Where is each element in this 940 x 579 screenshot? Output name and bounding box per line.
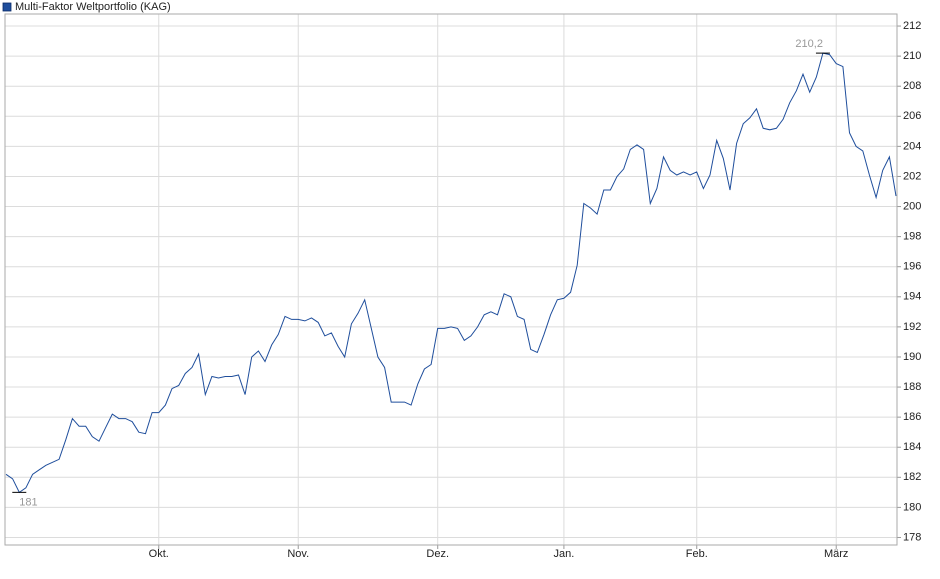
value-label: 210,2	[795, 38, 823, 50]
y-tick-label: 202	[903, 170, 921, 182]
y-tick-label: 198	[903, 231, 921, 243]
series-line	[5, 52, 897, 494]
y-tick-label: 212	[903, 20, 921, 32]
plot-border	[4, 13, 898, 546]
y-tick-label: 192	[903, 321, 921, 333]
x-tick-label: Jan.	[554, 548, 575, 560]
y-tick-label: 180	[903, 501, 921, 513]
y-tick-label: 206	[903, 110, 921, 122]
y-tick-label: 182	[903, 471, 921, 483]
y-tick-label: 204	[903, 140, 921, 152]
y-tick-label: 196	[903, 261, 921, 273]
x-tick-label: Feb.	[686, 548, 708, 560]
value-label: 181	[19, 496, 37, 508]
y-tick-label: 178	[903, 531, 921, 543]
y-tick-label: 194	[903, 291, 921, 303]
y-tick-label: 208	[903, 80, 921, 92]
y-tick-label: 210	[903, 50, 921, 62]
y-tick-label: 200	[903, 200, 921, 212]
x-tick-label: Nov.	[287, 548, 309, 560]
y-tick-label: 188	[903, 381, 921, 393]
x-tick-label: Okt.	[149, 548, 169, 560]
y-tick-label: 184	[903, 441, 921, 453]
x-tick-label: Dez.	[426, 548, 449, 560]
y-tick-label: 186	[903, 411, 921, 423]
legend-swatch	[2, 2, 12, 12]
y-tick-label: 190	[903, 351, 921, 363]
x-tick-label: März	[824, 548, 848, 560]
legend-label: Multi-Faktor Weltportfolio (KAG)	[15, 1, 171, 13]
